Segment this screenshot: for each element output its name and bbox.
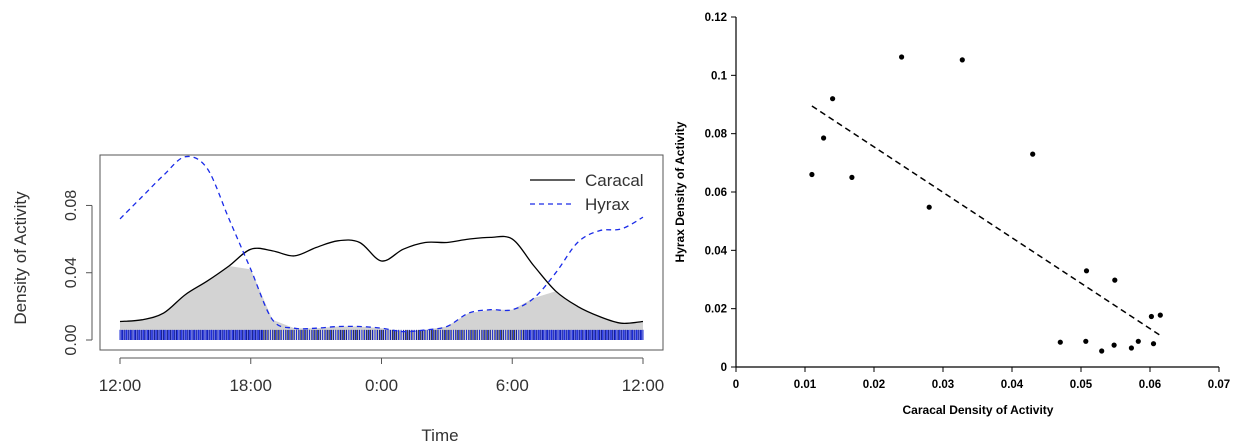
overlap-fill — [120, 266, 643, 340]
scatter-point — [1057, 339, 1063, 345]
x-tick-label: 0.03 — [932, 379, 954, 391]
scatter-point — [926, 204, 932, 210]
x-tick-label: 0 — [733, 379, 739, 391]
rug-marks — [119, 329, 644, 340]
trendline — [811, 105, 1161, 337]
scatter-point — [899, 54, 905, 60]
x-tick-label: 0.06 — [1139, 379, 1161, 391]
y-axis: 0.00 0.04 0.08 — [63, 190, 93, 356]
y-axis-title: Hyrax Density of Activity — [673, 121, 687, 262]
scatter-point — [1157, 312, 1163, 318]
y-tick-label: 0.04 — [705, 245, 728, 257]
scatter-chart: 0 0.02 0.04 0.06 0.08 0.1 0.12 0 0.01 0.02 0.03 0.… — [673, 12, 1230, 417]
y-axis-title: Density of Activity — [11, 191, 30, 325]
scatter-point — [1030, 151, 1036, 157]
scatter-point — [849, 174, 855, 180]
scatter-point — [1128, 345, 1134, 351]
scatter-point — [1148, 313, 1154, 320]
scatter-point — [1135, 338, 1141, 344]
legend-label-hyrax: Hyrax — [585, 195, 630, 214]
series-line-hyrax — [119, 155, 644, 333]
x-tick-label: 0:00 — [365, 376, 398, 395]
activity-density-chart: 0.00 0.04 0.08 12:00 18:00 0:00 6:00 12:00 Tim… — [11, 154, 665, 444]
y-tick-label: 0.08 — [705, 129, 728, 141]
scatter-points — [809, 54, 1163, 354]
x-tick-label: 18:00 — [229, 376, 272, 395]
scatter-point — [830, 96, 836, 102]
y-tick-label: 0.06 — [705, 187, 727, 199]
x-axis-title: Time — [421, 426, 458, 444]
y-tick-label: 0.02 — [705, 304, 727, 316]
legend: Caracal Hyrax — [530, 171, 644, 214]
y-tick-label: 0.12 — [705, 12, 727, 24]
y-tick-label: 0.08 — [63, 190, 80, 221]
scatter-point — [1099, 348, 1105, 354]
scatter-point — [1150, 341, 1157, 347]
scatter-point — [1111, 342, 1117, 348]
x-tick-label: 6:00 — [496, 376, 529, 395]
overlap-area — [120, 266, 643, 340]
y-tick-label: 0.00 — [63, 324, 80, 355]
scatter-point — [1112, 277, 1118, 283]
plot-frame — [99, 154, 664, 351]
scatter-point — [959, 57, 965, 63]
x-axis-title: Caracal Density of Activity — [903, 403, 1054, 417]
x-tick-label: 0.05 — [1070, 379, 1093, 391]
scatter-point — [1083, 268, 1090, 274]
x-tick-label: 0.04 — [1001, 379, 1024, 391]
scatter-point — [809, 171, 815, 178]
y-tick-label: 0.1 — [711, 70, 728, 82]
density-lines — [119, 155, 644, 333]
scatter-point — [821, 135, 827, 141]
y-axis: 0 0.02 0.04 0.06 0.08 0.1 0.12 — [705, 12, 737, 374]
y-tick-label: 0 — [721, 362, 727, 374]
x-axis: 12:00 18:00 0:00 6:00 12:00 — [99, 357, 665, 395]
y-tick-label: 0.04 — [63, 257, 80, 288]
x-tick-label: 0.07 — [1208, 379, 1230, 391]
x-tick-label: 0.02 — [863, 379, 885, 391]
x-tick-label: 12:00 — [99, 376, 142, 395]
x-tick-label: 12:00 — [622, 376, 665, 395]
scatter-point — [1083, 338, 1089, 344]
series-line-caracal — [119, 235, 644, 325]
x-tick-label: 0.01 — [794, 379, 817, 391]
legend-label-caracal: Caracal — [585, 171, 644, 190]
x-axis: 0 0.01 0.02 0.03 0.04 0.05 0.06 0.07 — [733, 366, 1230, 391]
trendline-line — [811, 105, 1161, 337]
